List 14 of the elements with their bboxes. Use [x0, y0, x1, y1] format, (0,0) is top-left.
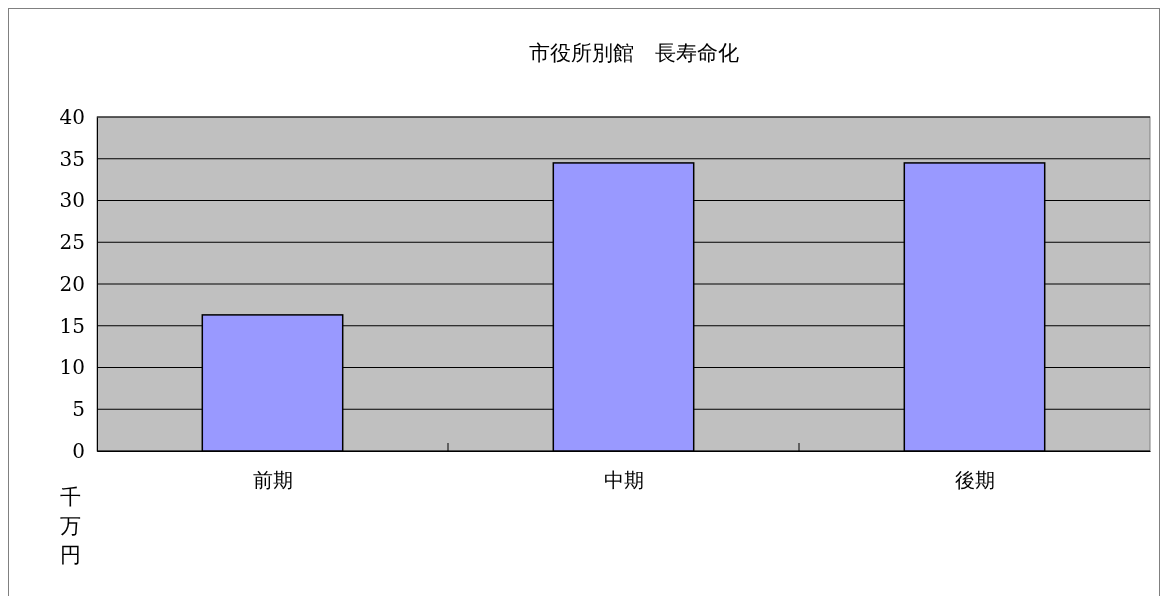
y-tick-label: 5 [72, 397, 85, 422]
x-tick-label: 後期 [954, 468, 995, 493]
x-tick-label: 中期 [603, 468, 644, 493]
y-tick-label: 40 [59, 104, 85, 129]
y-tick-label: 0 [72, 438, 85, 463]
y-tick-label: 35 [59, 146, 85, 171]
y-tick-label: 20 [59, 271, 85, 296]
x-tick-label: 前期 [252, 468, 293, 493]
chart-title: 市役所別館 長寿命化 [528, 41, 739, 65]
y-tick-label: 25 [59, 230, 85, 255]
y-axis-title: 千万円 [59, 485, 81, 567]
y-tick-label: 30 [59, 188, 85, 213]
y-tick-label: 10 [59, 355, 85, 380]
y-tick-label: 15 [59, 313, 85, 338]
